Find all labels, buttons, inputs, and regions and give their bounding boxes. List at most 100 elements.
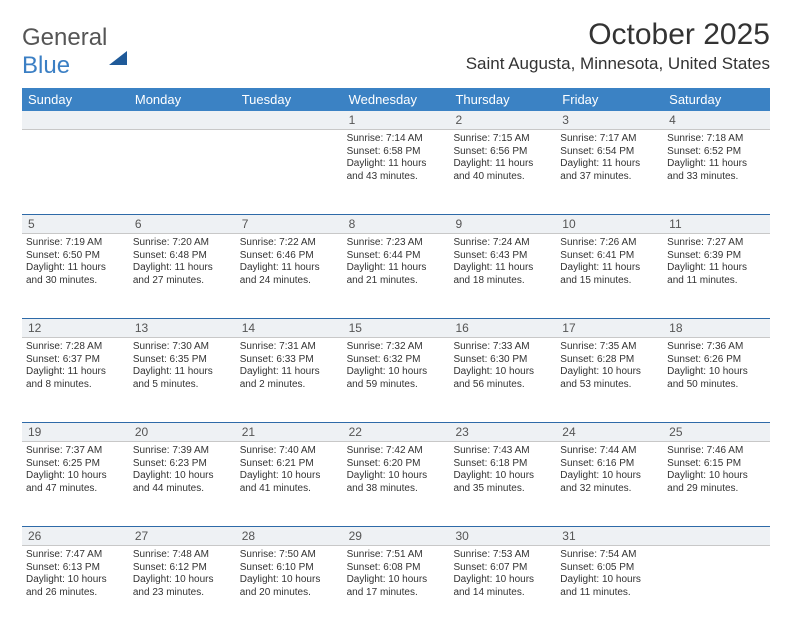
sunset-label: Sunset: 6:32 PM: [347, 354, 446, 367]
sunset-label: Sunset: 6:33 PM: [240, 354, 339, 367]
day-cell: Sunrise: 7:18 AMSunset: 6:52 PMDaylight:…: [663, 130, 770, 214]
day-number: 7: [236, 215, 343, 233]
day-cell: Sunrise: 7:53 AMSunset: 6:07 PMDaylight:…: [449, 546, 556, 630]
sunset-label: Sunset: 6:08 PM: [347, 562, 446, 575]
sunrise-label: Sunrise: 7:24 AM: [453, 237, 552, 250]
sunset-label: Sunset: 6:52 PM: [667, 146, 766, 159]
daylight-label: Daylight: 11 hours and 30 minutes.: [26, 262, 125, 287]
daynum-row: 567891011: [22, 215, 770, 234]
title-block: October 2025 Saint Augusta, Minnesota, U…: [466, 18, 770, 74]
month-title: October 2025: [466, 18, 770, 52]
daynum-row: 262728293031: [22, 527, 770, 546]
day-number: 15: [343, 319, 450, 337]
day-cell: Sunrise: 7:47 AMSunset: 6:13 PMDaylight:…: [22, 546, 129, 630]
sunrise-label: Sunrise: 7:23 AM: [347, 237, 446, 250]
day-cell: [236, 130, 343, 214]
day-number: 26: [22, 527, 129, 545]
daylight-label: Daylight: 11 hours and 18 minutes.: [453, 262, 552, 287]
daylight-label: Daylight: 11 hours and 15 minutes.: [560, 262, 659, 287]
sunset-label: Sunset: 6:25 PM: [26, 458, 125, 471]
sunrise-label: Sunrise: 7:31 AM: [240, 341, 339, 354]
day-number: 27: [129, 527, 236, 545]
day-cell: Sunrise: 7:36 AMSunset: 6:26 PMDaylight:…: [663, 338, 770, 422]
day-number: 24: [556, 423, 663, 441]
week-row: Sunrise: 7:37 AMSunset: 6:25 PMDaylight:…: [22, 442, 770, 527]
day-number: 14: [236, 319, 343, 337]
sunrise-label: Sunrise: 7:35 AM: [560, 341, 659, 354]
day-cell: Sunrise: 7:37 AMSunset: 6:25 PMDaylight:…: [22, 442, 129, 526]
daylight-label: Daylight: 11 hours and 43 minutes.: [347, 158, 446, 183]
daylight-label: Daylight: 11 hours and 37 minutes.: [560, 158, 659, 183]
sunset-label: Sunset: 6:16 PM: [560, 458, 659, 471]
sunrise-label: Sunrise: 7:43 AM: [453, 445, 552, 458]
daylight-label: Daylight: 11 hours and 8 minutes.: [26, 366, 125, 391]
day-cell: Sunrise: 7:51 AMSunset: 6:08 PMDaylight:…: [343, 546, 450, 630]
day-number: 3: [556, 111, 663, 129]
day-number: 17: [556, 319, 663, 337]
day-cell: [663, 546, 770, 630]
day-number: 12: [22, 319, 129, 337]
sunrise-label: Sunrise: 7:50 AM: [240, 549, 339, 562]
daylight-label: Daylight: 11 hours and 11 minutes.: [667, 262, 766, 287]
sunrise-label: Sunrise: 7:39 AM: [133, 445, 232, 458]
day-cell: Sunrise: 7:50 AMSunset: 6:10 PMDaylight:…: [236, 546, 343, 630]
calendar-grid: Sunday Monday Tuesday Wednesday Thursday…: [22, 88, 770, 630]
weekday-header: Wednesday: [343, 88, 450, 111]
daynum-row: 1234: [22, 111, 770, 130]
sunset-label: Sunset: 6:28 PM: [560, 354, 659, 367]
day-cell: Sunrise: 7:15 AMSunset: 6:56 PMDaylight:…: [449, 130, 556, 214]
daylight-label: Daylight: 10 hours and 41 minutes.: [240, 470, 339, 495]
sunrise-label: Sunrise: 7:22 AM: [240, 237, 339, 250]
page-header: General Blue October 2025 Saint Augusta,…: [22, 18, 770, 80]
week-row: Sunrise: 7:19 AMSunset: 6:50 PMDaylight:…: [22, 234, 770, 319]
day-cell: Sunrise: 7:40 AMSunset: 6:21 PMDaylight:…: [236, 442, 343, 526]
sunset-label: Sunset: 6:46 PM: [240, 250, 339, 263]
sunrise-label: Sunrise: 7:15 AM: [453, 133, 552, 146]
sunset-label: Sunset: 6:26 PM: [667, 354, 766, 367]
day-number: 16: [449, 319, 556, 337]
daylight-label: Daylight: 11 hours and 21 minutes.: [347, 262, 446, 287]
day-cell: Sunrise: 7:27 AMSunset: 6:39 PMDaylight:…: [663, 234, 770, 318]
daylight-label: Daylight: 10 hours and 20 minutes.: [240, 574, 339, 599]
day-number: 22: [343, 423, 450, 441]
sunset-label: Sunset: 6:13 PM: [26, 562, 125, 575]
weekday-header: Friday: [556, 88, 663, 111]
daylight-label: Daylight: 10 hours and 56 minutes.: [453, 366, 552, 391]
day-cell: Sunrise: 7:32 AMSunset: 6:32 PMDaylight:…: [343, 338, 450, 422]
daylight-label: Daylight: 11 hours and 2 minutes.: [240, 366, 339, 391]
sunrise-label: Sunrise: 7:30 AM: [133, 341, 232, 354]
day-number: 29: [343, 527, 450, 545]
day-cell: Sunrise: 7:46 AMSunset: 6:15 PMDaylight:…: [663, 442, 770, 526]
daylight-label: Daylight: 10 hours and 59 minutes.: [347, 366, 446, 391]
sunset-label: Sunset: 6:48 PM: [133, 250, 232, 263]
day-number: 9: [449, 215, 556, 233]
day-number: 23: [449, 423, 556, 441]
day-number: [236, 111, 343, 129]
sunset-label: Sunset: 6:43 PM: [453, 250, 552, 263]
sunset-label: Sunset: 6:41 PM: [560, 250, 659, 263]
daynum-row: 19202122232425: [22, 423, 770, 442]
sunset-label: Sunset: 6:20 PM: [347, 458, 446, 471]
day-number: 13: [129, 319, 236, 337]
day-cell: Sunrise: 7:48 AMSunset: 6:12 PMDaylight:…: [129, 546, 236, 630]
daylight-label: Daylight: 10 hours and 29 minutes.: [667, 470, 766, 495]
sunset-label: Sunset: 6:21 PM: [240, 458, 339, 471]
sunrise-label: Sunrise: 7:18 AM: [667, 133, 766, 146]
day-cell: Sunrise: 7:33 AMSunset: 6:30 PMDaylight:…: [449, 338, 556, 422]
weekday-header: Sunday: [22, 88, 129, 111]
sunrise-label: Sunrise: 7:46 AM: [667, 445, 766, 458]
sunset-label: Sunset: 6:30 PM: [453, 354, 552, 367]
sunrise-label: Sunrise: 7:51 AM: [347, 549, 446, 562]
sunset-label: Sunset: 6:37 PM: [26, 354, 125, 367]
daylight-label: Daylight: 10 hours and 26 minutes.: [26, 574, 125, 599]
daylight-label: Daylight: 10 hours and 47 minutes.: [26, 470, 125, 495]
day-number: 28: [236, 527, 343, 545]
day-cell: Sunrise: 7:44 AMSunset: 6:16 PMDaylight:…: [556, 442, 663, 526]
day-number: 19: [22, 423, 129, 441]
sunset-label: Sunset: 6:39 PM: [667, 250, 766, 263]
daynum-row: 12131415161718: [22, 319, 770, 338]
sunrise-label: Sunrise: 7:40 AM: [240, 445, 339, 458]
sunrise-label: Sunrise: 7:14 AM: [347, 133, 446, 146]
day-cell: Sunrise: 7:17 AMSunset: 6:54 PMDaylight:…: [556, 130, 663, 214]
calendar-page: General Blue October 2025 Saint Augusta,…: [0, 0, 792, 612]
